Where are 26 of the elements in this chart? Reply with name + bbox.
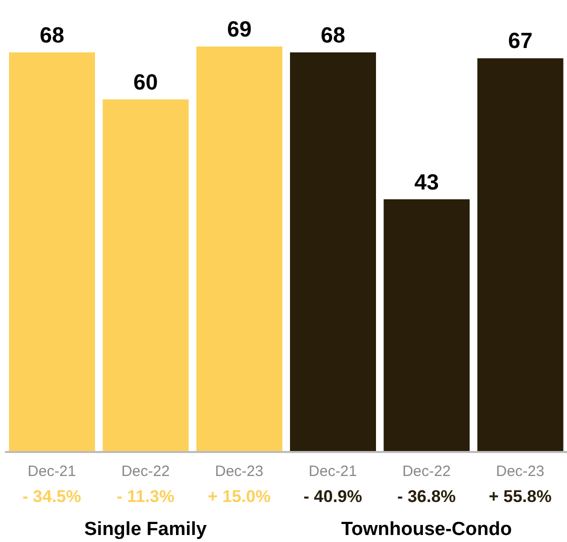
data-label: 69 <box>227 16 252 42</box>
data-label: 67 <box>508 28 533 54</box>
bar <box>477 58 564 452</box>
x-tick-label: Dec-23 <box>496 463 544 480</box>
text: + 55.8% <box>488 487 552 506</box>
text: - 11.3% <box>116 487 174 506</box>
text: Townhouse-Condo <box>341 519 512 540</box>
data-label: 68 <box>320 22 346 48</box>
data-label: 43 <box>414 169 439 194</box>
text: - 34.5% <box>22 487 82 506</box>
text: Single Family <box>84 519 208 540</box>
x-tick-label: Dec-22 <box>402 463 451 480</box>
text: - 36.8% <box>397 487 456 506</box>
text: + 15.0% <box>208 487 271 506</box>
data-label: 60 <box>133 69 158 94</box>
text: - 40.9% <box>304 487 362 506</box>
bar <box>290 52 376 452</box>
x-tick-label: Dec-21 <box>28 463 76 480</box>
bar <box>9 52 95 452</box>
bar <box>384 199 470 452</box>
bar <box>196 46 282 452</box>
x-tick-label: Dec-22 <box>121 463 170 480</box>
bar <box>102 99 189 452</box>
x-tick-label: Dec-23 <box>214 463 264 480</box>
x-tick-label: Dec-21 <box>308 463 358 480</box>
data-label: 68 <box>40 22 64 48</box>
